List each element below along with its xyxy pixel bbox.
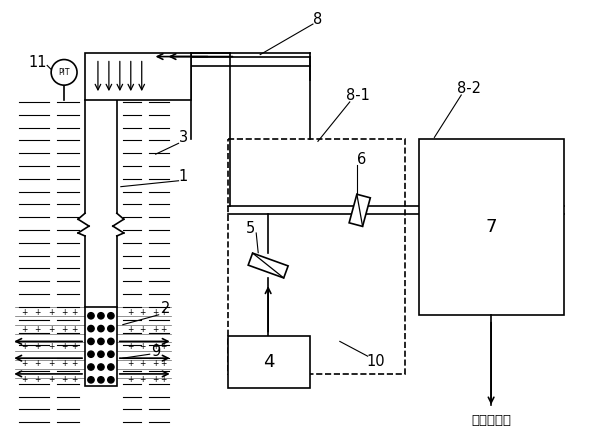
Text: +: +	[21, 308, 28, 317]
Text: +: +	[21, 325, 28, 334]
Circle shape	[88, 351, 94, 357]
Text: 4: 4	[263, 353, 275, 371]
Text: +: +	[61, 325, 67, 334]
Circle shape	[98, 313, 104, 319]
Text: +: +	[128, 375, 134, 384]
Text: +: +	[34, 375, 40, 384]
Text: PIT: PIT	[58, 68, 70, 77]
Text: +: +	[71, 342, 77, 351]
Text: 10: 10	[367, 353, 385, 369]
Circle shape	[88, 313, 94, 319]
Text: 5: 5	[245, 221, 255, 236]
Text: +: +	[152, 359, 159, 368]
Text: 6: 6	[357, 151, 367, 166]
Text: +: +	[61, 308, 67, 317]
Text: +: +	[21, 342, 28, 351]
Text: +: +	[140, 375, 146, 384]
Text: +: +	[61, 375, 67, 384]
Circle shape	[107, 364, 114, 370]
Text: 1: 1	[179, 169, 188, 184]
Text: 7: 7	[486, 218, 497, 236]
Text: +: +	[48, 359, 55, 368]
Text: +: +	[34, 359, 40, 368]
Circle shape	[51, 60, 77, 85]
Text: +: +	[160, 325, 167, 334]
Text: +: +	[160, 342, 167, 351]
Circle shape	[98, 377, 104, 383]
Text: +: +	[160, 359, 167, 368]
Circle shape	[98, 351, 104, 357]
Bar	[85, 307, 117, 386]
Circle shape	[107, 313, 114, 319]
Text: +: +	[140, 359, 146, 368]
Text: 8-2: 8-2	[457, 81, 481, 96]
Text: +: +	[48, 375, 55, 384]
Text: +: +	[128, 325, 134, 334]
Bar	[85, 53, 191, 100]
Text: 2: 2	[161, 302, 170, 316]
Circle shape	[107, 351, 114, 357]
Text: +: +	[128, 359, 134, 368]
Text: +: +	[71, 325, 77, 334]
Text: 3: 3	[179, 130, 188, 145]
Text: +: +	[140, 342, 146, 351]
Circle shape	[107, 326, 114, 332]
Circle shape	[88, 338, 94, 344]
Text: 9: 9	[151, 344, 160, 359]
Text: 11: 11	[28, 55, 46, 70]
Text: +: +	[34, 325, 40, 334]
Text: +: +	[71, 359, 77, 368]
Circle shape	[88, 377, 94, 383]
Text: +: +	[48, 342, 55, 351]
Polygon shape	[349, 194, 370, 227]
Text: +: +	[140, 308, 146, 317]
Text: +: +	[21, 359, 28, 368]
Text: +: +	[34, 342, 40, 351]
Text: +: +	[71, 375, 77, 384]
Circle shape	[98, 326, 104, 332]
Circle shape	[107, 338, 114, 344]
Text: +: +	[160, 308, 167, 317]
Text: +: +	[48, 308, 55, 317]
Text: +: +	[128, 342, 134, 351]
Bar	[419, 139, 564, 315]
Text: +: +	[152, 342, 159, 351]
Circle shape	[88, 326, 94, 332]
Circle shape	[107, 377, 114, 383]
Circle shape	[98, 364, 104, 370]
Text: +: +	[34, 308, 40, 317]
Text: +: +	[61, 359, 67, 368]
Text: 8: 8	[313, 12, 323, 27]
Text: +: +	[152, 308, 159, 317]
Text: +: +	[152, 375, 159, 384]
Circle shape	[88, 364, 94, 370]
Text: +: +	[140, 325, 146, 334]
Bar	[229, 139, 404, 374]
Text: +: +	[128, 308, 134, 317]
Bar	[229, 336, 310, 388]
Circle shape	[98, 338, 104, 344]
Text: +: +	[152, 325, 159, 334]
Text: 8-1: 8-1	[346, 88, 370, 103]
Text: +: +	[21, 375, 28, 384]
Polygon shape	[248, 253, 288, 278]
Text: +: +	[160, 375, 167, 384]
Text: +: +	[61, 342, 67, 351]
Text: +: +	[71, 308, 77, 317]
Text: +: +	[48, 325, 55, 334]
Text: 回注或外排: 回注或外排	[471, 414, 511, 427]
